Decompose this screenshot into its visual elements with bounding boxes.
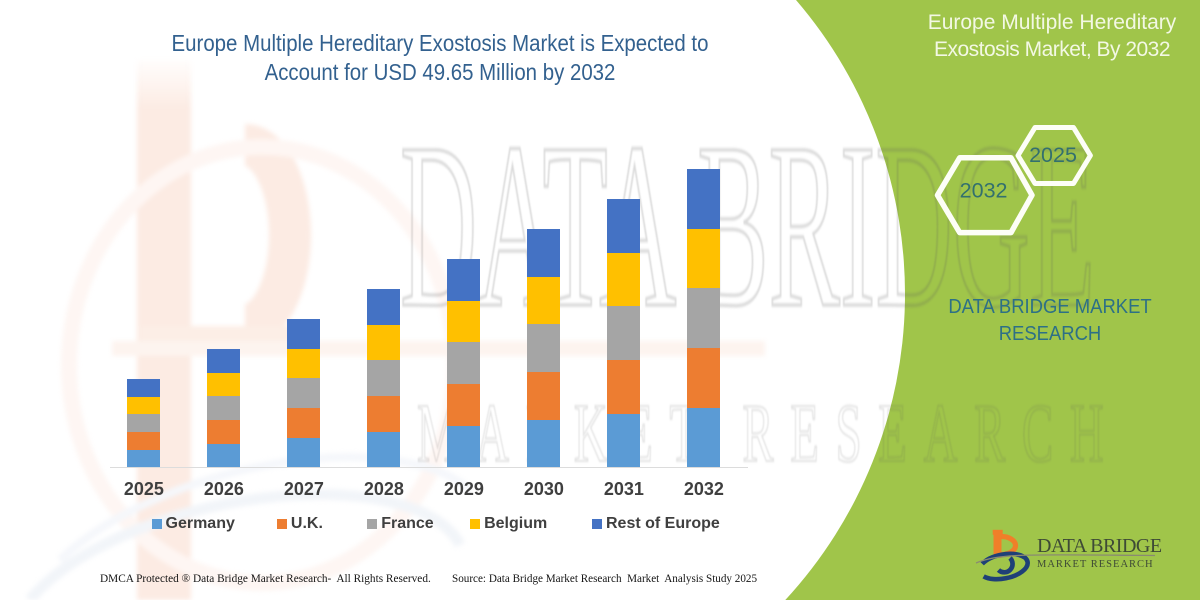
svg-text:2032: 2032 bbox=[960, 179, 1008, 203]
svg-text:2025: 2025 bbox=[1029, 143, 1077, 167]
svg-text:DATA BRIDGE: DATA BRIDGE bbox=[1037, 535, 1162, 557]
svg-text:MARKET RESEARCH: MARKET RESEARCH bbox=[1037, 559, 1154, 570]
